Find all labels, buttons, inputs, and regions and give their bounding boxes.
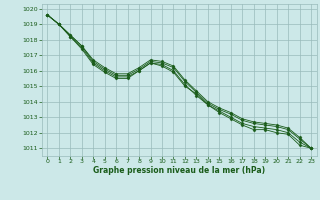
X-axis label: Graphe pression niveau de la mer (hPa): Graphe pression niveau de la mer (hPa) xyxy=(93,166,265,175)
